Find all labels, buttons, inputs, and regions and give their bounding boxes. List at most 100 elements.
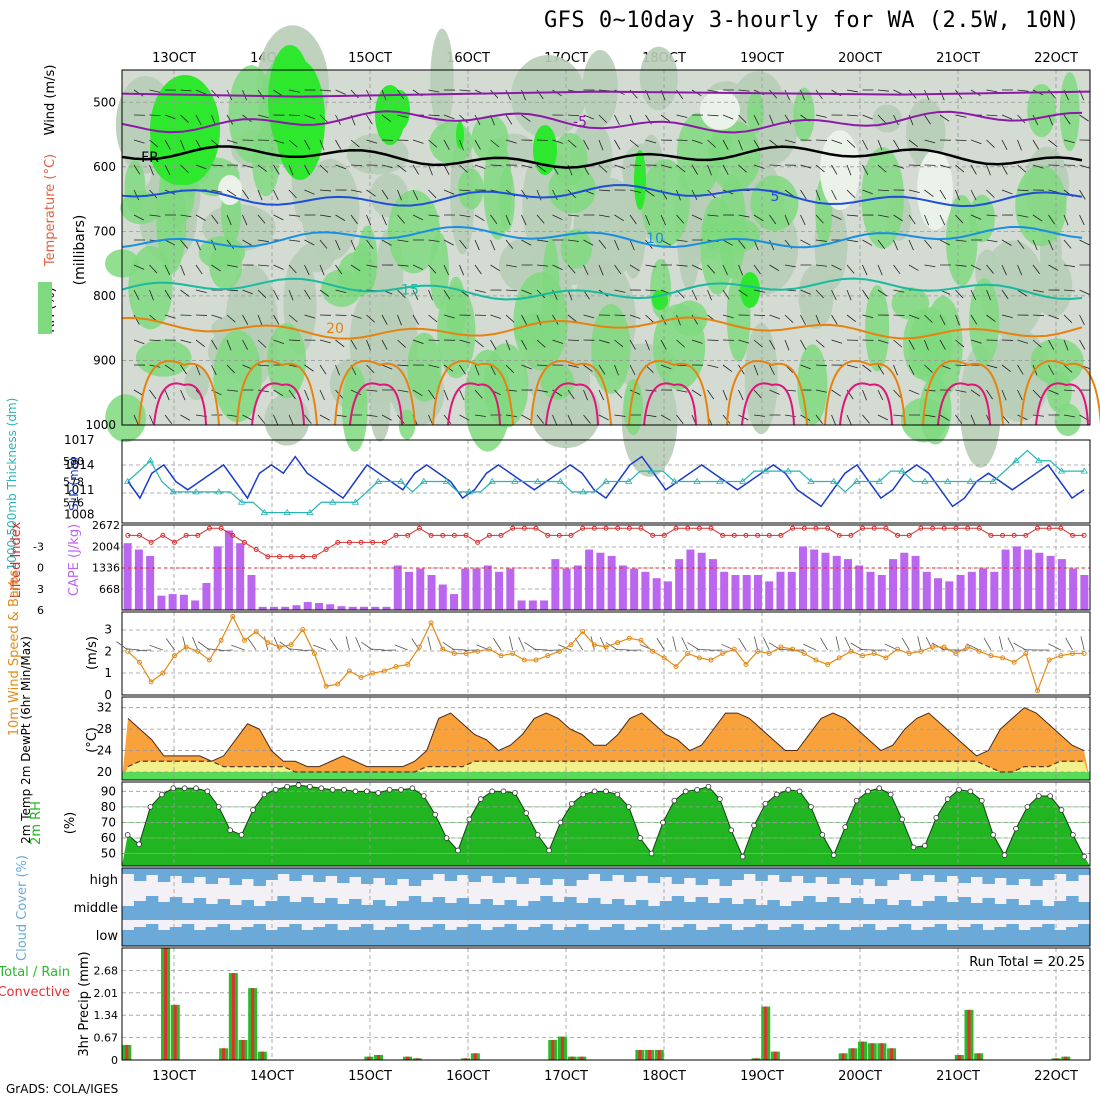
cloud-bar-low <box>850 927 864 946</box>
wind-barb <box>660 214 666 226</box>
lifted-index-point <box>1023 532 1029 538</box>
cape-bar <box>506 568 515 610</box>
wind-barb <box>614 114 620 126</box>
wind-barb <box>288 389 296 400</box>
wind-barb <box>676 414 684 424</box>
cloud-bar-low <box>576 924 589 946</box>
cape-bar <box>191 600 200 610</box>
cloud-bar-high <box>767 868 780 875</box>
wind-barb <box>820 637 828 651</box>
wind-barb <box>180 339 192 344</box>
wind-barb <box>288 89 300 93</box>
cloud-bar-high <box>193 868 207 877</box>
wind-barb <box>939 114 950 122</box>
cloud-bar-middle <box>420 902 434 920</box>
rh-patch <box>1015 164 1067 247</box>
lifted-index-point <box>370 539 376 545</box>
wind-barb <box>195 289 207 294</box>
cape-bar <box>450 594 459 610</box>
wind-barb <box>924 214 929 226</box>
wind-barb <box>428 364 440 368</box>
cloud-bar-middle <box>325 898 338 920</box>
wind-barb <box>908 239 914 251</box>
wind-barb <box>1032 314 1045 317</box>
wind-barb <box>955 289 964 299</box>
wind-barb <box>877 189 890 192</box>
wind-barb <box>1013 642 1027 651</box>
precip-bar-convective <box>870 1043 874 1060</box>
cloud-bar-low <box>313 927 326 946</box>
wind-barb <box>474 364 480 376</box>
lifted-index-point <box>276 554 282 560</box>
wind-barb <box>350 264 361 272</box>
wind-barb <box>226 339 232 351</box>
cape-bar <box>889 559 898 610</box>
cape-bar <box>607 555 616 610</box>
wind-barb <box>1048 264 1059 271</box>
wind-barb <box>769 339 776 350</box>
cloud-bar-low <box>253 924 266 946</box>
wind-barb <box>645 339 650 351</box>
wind-speed-point <box>253 629 259 635</box>
wind-barb <box>1063 264 1075 268</box>
cape-bar <box>979 568 988 610</box>
wind-barb <box>288 214 300 217</box>
wind-speed-point <box>661 655 667 661</box>
rh-patch <box>252 129 280 197</box>
cape-bar <box>1069 568 1078 610</box>
cloud-bar-high <box>133 868 147 881</box>
cape-bar <box>776 571 785 610</box>
rh-point <box>785 786 792 793</box>
cloud-bar-middle <box>384 906 398 920</box>
y-tick-label: 0 <box>111 1054 118 1067</box>
wind-barb <box>614 339 624 348</box>
wind-barb <box>288 164 294 176</box>
wind-barb <box>722 114 734 120</box>
rh-point <box>159 791 165 798</box>
cloud-bar-low <box>719 924 732 946</box>
wind-speed-point <box>451 651 457 656</box>
wind-barb <box>955 114 967 118</box>
wind-barb <box>133 164 141 175</box>
wind-barb <box>846 239 858 243</box>
precip-bar-convective <box>415 1058 419 1060</box>
thickness-marker <box>647 467 656 474</box>
y-tick-label: 500 <box>93 95 116 109</box>
wind-barb <box>970 289 977 301</box>
cape-bar <box>618 565 627 610</box>
wind-barb <box>800 339 807 350</box>
wind-barb <box>738 339 750 344</box>
wind-barb <box>133 414 139 426</box>
wind-barb <box>335 289 347 293</box>
lifted-index-point <box>463 532 469 538</box>
wind-barb <box>319 414 330 421</box>
cloud-bar-middle <box>361 905 374 920</box>
cloud-bar-high <box>850 868 864 885</box>
rh-point <box>375 790 382 796</box>
wind-barb <box>753 114 760 126</box>
cloud-bar-high <box>456 868 470 875</box>
cape-bar <box>438 584 447 610</box>
rh-point <box>523 810 530 816</box>
precip-bar-convective <box>638 1049 642 1060</box>
lifted-index-point <box>218 525 224 531</box>
wind-barb <box>986 214 998 217</box>
contour-label: 10 <box>646 231 664 247</box>
cloud-bar-high <box>1066 868 1079 881</box>
wind-barb <box>567 264 576 274</box>
wind-barb <box>490 314 502 319</box>
rh-point <box>660 819 666 826</box>
wind-barb <box>800 164 812 169</box>
cloud-bar-high <box>1006 868 1019 885</box>
cloud-bar-high <box>1054 868 1067 874</box>
wind-barb <box>769 314 780 320</box>
cloud-bar-middle <box>337 904 350 920</box>
cloud-bar-high <box>480 868 493 876</box>
precip-bar-convective <box>260 1051 264 1060</box>
wind-barb <box>1063 214 1069 226</box>
wind-barb <box>536 289 546 299</box>
cape-bar <box>990 571 999 610</box>
cloud-bar-middle <box>349 899 362 920</box>
wind-barb <box>226 239 234 250</box>
temperature-contour <box>121 110 1083 134</box>
